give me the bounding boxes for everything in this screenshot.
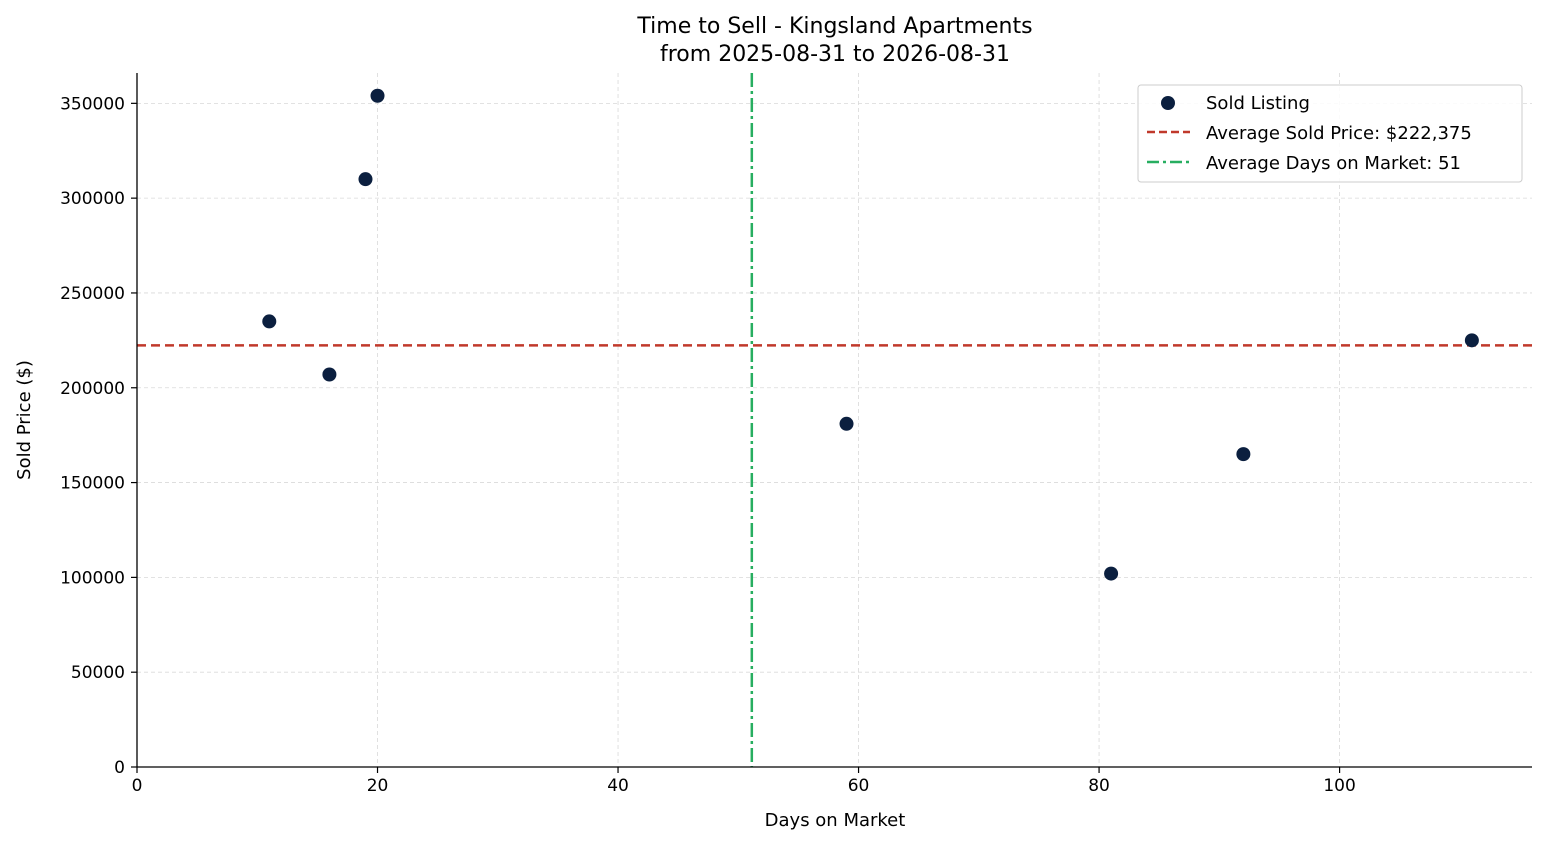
data-point: [370, 88, 385, 103]
reference-lines: [137, 73, 1532, 767]
legend-label-average-price: Average Sold Price: $222,375: [1206, 123, 1472, 144]
legend-label-sold-listing: Sold Listing: [1206, 93, 1310, 114]
legend: Sold Listing Average Sold Price: $222,37…: [1137, 84, 1523, 183]
data-point: [839, 416, 854, 431]
y-axis-label: Sold Price ($): [14, 360, 35, 480]
legend-label-average-days: Average Days on Market: 51: [1206, 153, 1461, 174]
x-tick-label: 40: [607, 776, 629, 796]
y-tick-label: 50000: [71, 663, 125, 683]
data-point: [322, 367, 337, 382]
chart-subtitle: from 2025-08-31 to 2026-08-31: [660, 42, 1010, 67]
data-point: [1236, 447, 1251, 462]
y-tick-label: 200000: [60, 379, 125, 399]
data-point: [1104, 566, 1119, 581]
y-tick-label: 150000: [60, 474, 125, 494]
y-tick-label: 300000: [60, 189, 125, 209]
axes: [131, 73, 1532, 773]
y-tick-label: 350000: [60, 94, 125, 114]
chart-title: Time to Sell - Kingsland Apartments: [636, 14, 1032, 39]
x-tick-label: 0: [132, 776, 143, 796]
y-tick-label: 100000: [60, 568, 125, 588]
x-tick-label: 20: [367, 776, 389, 796]
x-axis-label: Days on Market: [765, 810, 906, 831]
x-tick-label: 80: [1088, 776, 1110, 796]
x-tick-label: 100: [1323, 776, 1355, 796]
data-points: [262, 88, 1479, 581]
legend-scatter-marker: [1161, 96, 1175, 110]
y-tick-label: 0: [114, 758, 125, 778]
legend-box: [1137, 84, 1523, 183]
x-tick-label: 60: [848, 776, 870, 796]
y-tick-label: 250000: [60, 284, 125, 304]
data-point: [358, 172, 373, 187]
data-point: [1464, 333, 1479, 348]
data-point: [262, 314, 277, 329]
tick-labels: 0 20 40 60 80 100 0 50000 100000 150000 200000 2500…: [60, 94, 1356, 796]
